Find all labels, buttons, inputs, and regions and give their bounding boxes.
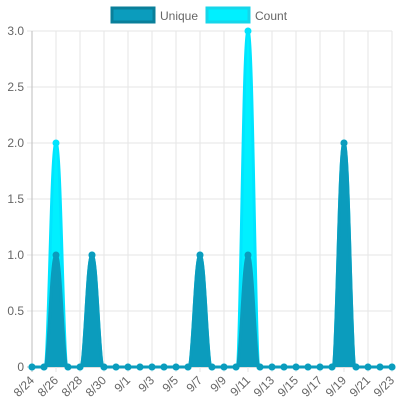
unique-point[interactable] <box>125 364 131 370</box>
x-tick-label: 8/30 <box>83 373 110 400</box>
legend-item-unique[interactable]: Unique <box>112 8 198 23</box>
unique-point[interactable] <box>161 364 167 370</box>
unique-point[interactable] <box>305 364 311 370</box>
unique-point[interactable] <box>389 364 395 370</box>
count-point[interactable] <box>53 140 59 146</box>
unique-point[interactable] <box>281 364 287 370</box>
unique-point[interactable] <box>329 364 335 370</box>
unique-point[interactable] <box>269 364 275 370</box>
y-tick-label: 1.0 <box>7 248 24 262</box>
legend-label-count: Count <box>255 9 288 23</box>
legend-label-unique: Unique <box>160 9 198 23</box>
unique-point[interactable] <box>41 364 47 370</box>
x-tick-label: 9/1 <box>111 373 133 395</box>
x-tick-label: 8/24 <box>11 373 38 400</box>
x-tick-label: 9/7 <box>183 373 205 395</box>
unique-point[interactable] <box>197 252 203 258</box>
x-tick-label: 9/3 <box>135 373 157 395</box>
unique-point[interactable] <box>113 364 119 370</box>
x-tick-label: 8/26 <box>35 373 62 400</box>
unique-point[interactable] <box>377 364 383 370</box>
x-tick-label: 9/9 <box>207 373 229 395</box>
unique-point[interactable] <box>89 252 95 258</box>
unique-point[interactable] <box>209 364 215 370</box>
x-tick-label: 9/21 <box>347 373 374 400</box>
y-tick-label: 2.0 <box>7 136 24 150</box>
y-tick-label: 2.5 <box>7 80 24 94</box>
unique-point[interactable] <box>29 364 35 370</box>
x-tick-label: 9/19 <box>323 373 350 400</box>
unique-point[interactable] <box>233 364 239 370</box>
unique-point[interactable] <box>221 364 227 370</box>
y-tick-label: 3.0 <box>7 24 24 38</box>
unique-point[interactable] <box>149 364 155 370</box>
unique-point[interactable] <box>185 364 191 370</box>
x-tick-label: 9/13 <box>251 373 278 400</box>
unique-point[interactable] <box>317 364 323 370</box>
x-tick-label: 9/15 <box>275 373 302 400</box>
unique-point[interactable] <box>257 364 263 370</box>
unique-point[interactable] <box>341 140 347 146</box>
y-tick-label: 0 <box>17 360 24 374</box>
legend-swatch-count <box>207 8 249 22</box>
count-point[interactable] <box>245 28 251 34</box>
unique-point[interactable] <box>353 364 359 370</box>
unique-point[interactable] <box>173 364 179 370</box>
unique-point[interactable] <box>365 364 371 370</box>
x-tick-label: 9/23 <box>371 373 398 400</box>
legend[interactable]: Unique Count <box>112 8 288 23</box>
y-tick-label: 1.5 <box>7 192 24 206</box>
unique-point[interactable] <box>137 364 143 370</box>
x-tick-label: 9/11 <box>227 373 253 399</box>
unique-point[interactable] <box>65 364 71 370</box>
unique-point[interactable] <box>77 364 83 370</box>
x-tick-label: 9/5 <box>159 373 181 395</box>
unique-point[interactable] <box>293 364 299 370</box>
unique-point[interactable] <box>53 252 59 258</box>
unique-point[interactable] <box>101 364 107 370</box>
legend-swatch-unique <box>112 8 154 22</box>
x-tick-label: 9/17 <box>299 373 326 400</box>
y-tick-label: 0.5 <box>7 304 24 318</box>
legend-item-count[interactable]: Count <box>207 8 288 23</box>
x-tick-label: 8/28 <box>59 373 86 400</box>
unique-point[interactable] <box>245 252 251 258</box>
